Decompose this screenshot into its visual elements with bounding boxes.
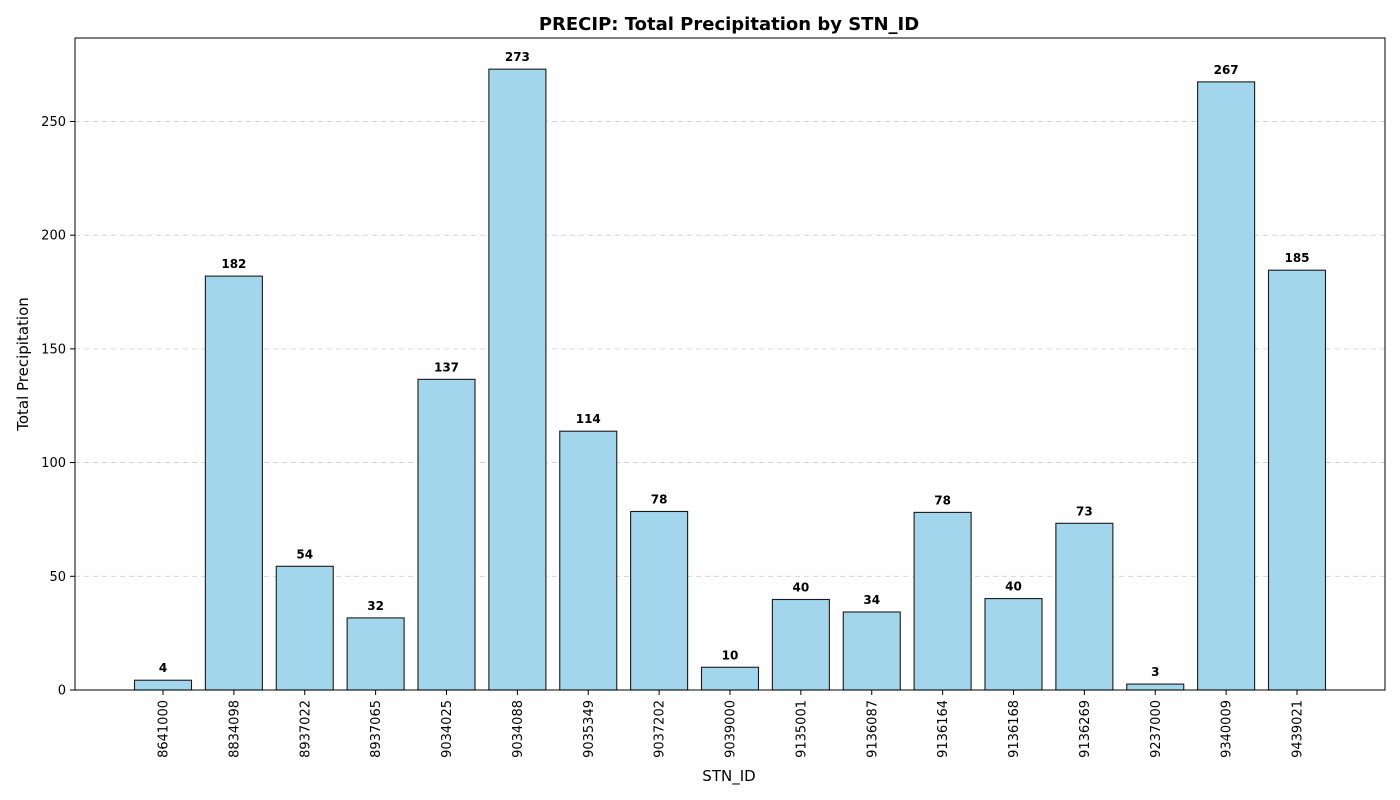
- bar: [1055, 522, 1114, 691]
- x-tick-label: 8937065: [369, 700, 384, 758]
- x-axis: 8641000 8834098 8937022 8937065 9034025 90340…: [157, 690, 1306, 758]
- bar: [275, 565, 334, 691]
- x-tick-label: 9039000: [724, 700, 739, 758]
- bar-value-label: 54: [296, 547, 313, 561]
- y-tick-label: 200: [41, 229, 66, 244]
- bars: [133, 68, 1327, 691]
- x-tick-label: 9136269: [1078, 700, 1093, 758]
- bar: [417, 378, 476, 691]
- x-tick-label: 9136164: [936, 700, 951, 758]
- plot-frame: [74, 37, 1386, 691]
- bar-value-label: 78: [934, 493, 951, 507]
- x-tick-label: 8641000: [157, 700, 172, 758]
- bar-value-label: 185: [1284, 251, 1309, 265]
- x-tick-label: 9136087: [865, 700, 880, 758]
- x-tick-label: 9034088: [511, 700, 526, 758]
- bar-value-labels: 4 182 54 32 137 273 114 78 10 40 34 78 40 73 3 267 185: [159, 50, 1310, 679]
- bar: [984, 598, 1043, 691]
- x-tick-label: 9034025: [440, 700, 455, 758]
- y-tick-label: 150: [41, 342, 66, 357]
- x-tick-label: 9136168: [1007, 700, 1022, 758]
- bar: [204, 275, 263, 691]
- bar: [700, 666, 760, 691]
- y-tick-label: 0: [58, 684, 66, 699]
- bar: [913, 511, 972, 691]
- y-axis: 0 50 100 150 200 250: [41, 115, 75, 699]
- bar: [1197, 81, 1256, 691]
- bar-value-label: 3: [1151, 665, 1159, 679]
- bar-value-label: 114: [576, 412, 601, 426]
- x-tick-label: 9237000: [1149, 700, 1164, 758]
- bar: [771, 598, 830, 691]
- bar: [346, 617, 405, 691]
- bar-value-label: 137: [434, 360, 459, 374]
- bar-value-label: 34: [863, 593, 880, 607]
- y-axis-label: Total Precipitation: [14, 297, 32, 432]
- bar-value-label: 32: [367, 599, 384, 613]
- x-tick-label: 9439021: [1291, 700, 1306, 758]
- x-tick-label: 9135001: [794, 700, 809, 758]
- x-tick-label: 9035349: [582, 700, 597, 758]
- x-tick-label: 8937022: [298, 700, 313, 758]
- bar-value-label: 73: [1076, 504, 1093, 518]
- bar: [133, 679, 193, 691]
- bar-value-label: 10: [722, 648, 739, 662]
- bar-value-label: 182: [221, 257, 246, 271]
- bar-value-label: 267: [1214, 63, 1239, 77]
- bar-value-label: 40: [793, 580, 810, 594]
- bar-value-label: 4: [159, 661, 167, 675]
- x-tick-label: 9037202: [653, 700, 668, 758]
- bar: [1126, 683, 1185, 691]
- y-tick-label: 100: [41, 456, 66, 471]
- bar: [488, 68, 547, 691]
- bar: [630, 510, 689, 691]
- bar-value-label: 273: [505, 50, 530, 64]
- y-tick-label: 250: [41, 115, 66, 130]
- x-tick-label: 8834098: [227, 700, 242, 758]
- bar: [842, 611, 901, 691]
- grid-lines: [75, 121, 1385, 577]
- bar-value-label: 78: [651, 492, 668, 506]
- bar-value-label: 40: [1005, 580, 1022, 594]
- x-axis-label: STN_ID: [702, 767, 755, 786]
- bar: [559, 430, 618, 691]
- x-tick-label: 9340009: [1220, 700, 1235, 758]
- bar: [1267, 269, 1327, 691]
- chart-title: PRECIP: Total Precipitation by STN_ID: [539, 14, 919, 35]
- y-tick-label: 50: [49, 570, 66, 585]
